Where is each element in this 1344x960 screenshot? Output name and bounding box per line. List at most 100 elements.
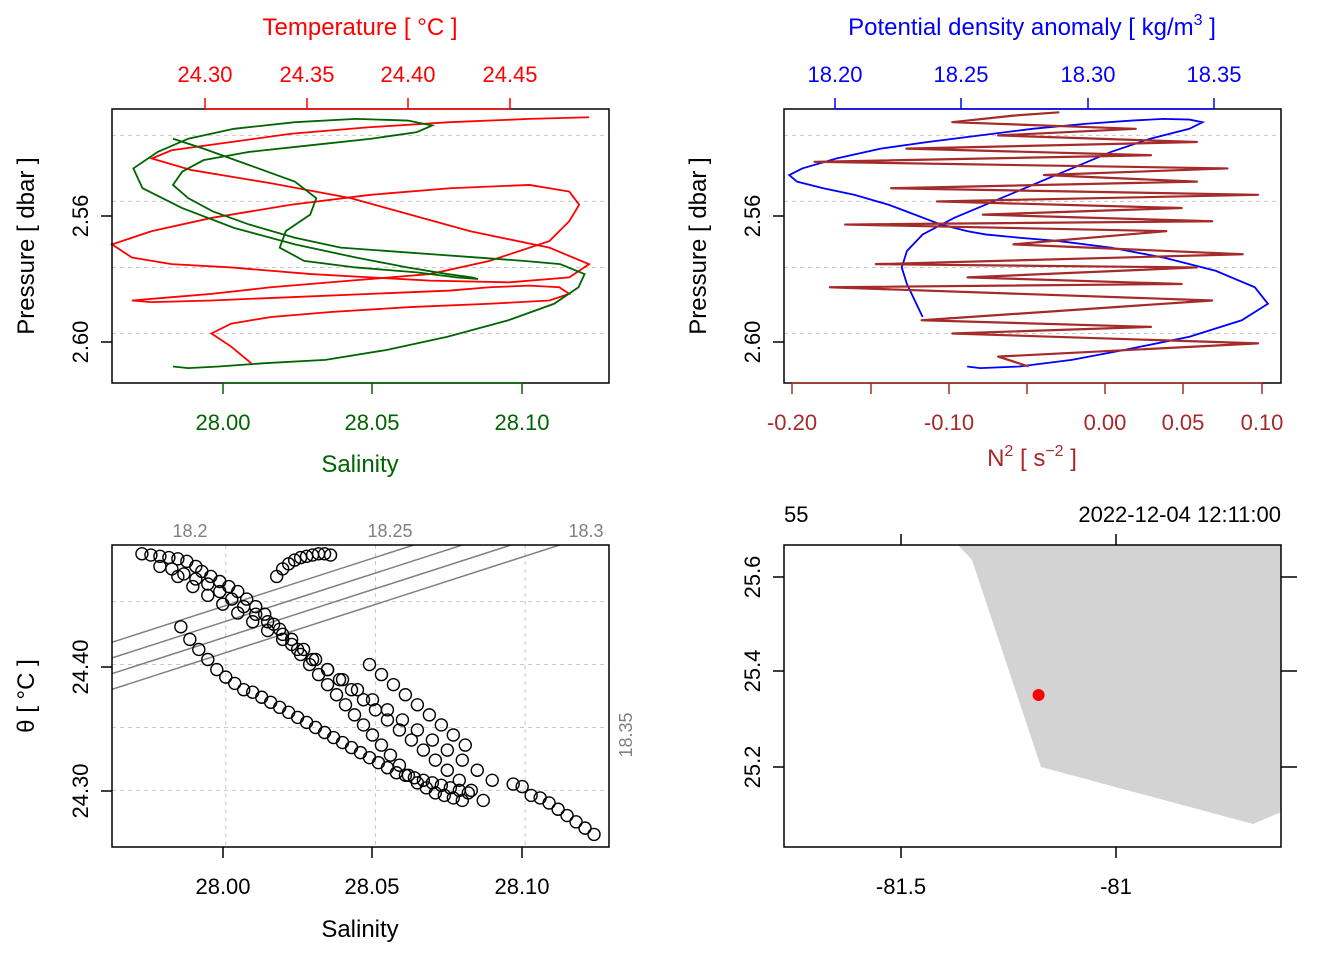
ts-point [335,672,350,687]
ts-point [416,743,431,757]
ts-point [320,662,335,677]
ts-point [323,548,338,562]
salinity-line [132,118,586,370]
ts-point [308,652,323,667]
ts-point [410,698,425,712]
ts-point [287,553,302,567]
ts-point [213,584,227,599]
ts-point [440,763,455,777]
temperature-series [109,116,592,364]
ts-point [410,723,425,737]
pressure-tick-label: 2.56 [740,195,765,238]
ts-point [305,652,320,667]
density-tick-label: 18.30 [1060,62,1115,87]
ts-point [428,753,443,767]
ts-point [407,771,422,785]
ts-point [440,743,455,757]
ts-point [225,592,239,606]
salinity-tick-label: 28.00 [195,874,250,899]
ts-point [404,733,419,747]
pressure-tick-label: 2.56 [68,195,93,238]
ts-point [260,615,275,629]
n2-tick-label: 0.00 [1084,410,1127,435]
ts-point [578,821,592,835]
ts-point [398,688,413,702]
longitude-tick-label: -81 [1100,874,1132,899]
ts-point [356,718,371,732]
ts-point [365,728,380,742]
ts-point [587,827,601,842]
isopycnal-label: 18.2 [172,521,207,541]
isopycnal-label: 18.25 [367,521,412,541]
n2-axis-title: N2 [ s−2 ] [987,443,1077,472]
ts-point [506,777,520,791]
ts-point [476,793,490,808]
ts-point [461,786,475,800]
ts-point [542,796,556,810]
ts-point [383,748,398,762]
ts-point [201,588,215,603]
map-frame [783,544,1282,848]
density-tick-label: 18.35 [1186,62,1241,87]
ts-diagram-frame [111,544,610,848]
ts-salinity-axis [222,847,523,858]
ts-point [368,703,383,717]
map-top-ticks [900,534,1117,545]
ts-point [434,718,449,732]
ts-point [174,620,188,634]
ts-point [284,632,299,647]
n2-line [813,111,1260,368]
longitude-axis [900,847,1117,858]
salinity-series [132,118,586,370]
ts-point [326,730,341,745]
isopycnal-line [112,545,465,659]
ts-point [392,723,407,737]
ts-point [365,693,380,707]
ts-point [344,740,359,755]
station-time: 2022-12-04 12:11:00 [1078,502,1281,527]
salinity-tick-label: 28.00 [195,410,250,435]
isopycnal-label: 18.35 [616,712,636,757]
ts-point [350,683,365,697]
ts-point [135,547,149,561]
ts-point [332,672,347,687]
n2-axis [791,382,1263,394]
theta-tick-label: 24.30 [68,763,93,818]
ts-profile-panel: Temperature [ °C ] 24.30 24.35 24.40 24.… [13,14,610,478]
ts-point [353,745,368,760]
ts-point [560,808,574,823]
salinity-tick-label: 28.10 [494,874,549,899]
ts-profile-gridlines [112,134,609,334]
ts-point [219,670,233,684]
density-axis [834,98,1215,110]
ts-diagram-panel: 18.2 18.25 18.3 18.35 24.30 24.40 θ [ °C… [13,521,636,943]
ts-point [470,763,484,777]
ts-point [374,667,389,682]
station-label: 55 [784,502,808,527]
ts-point [246,615,260,629]
ts-point [425,733,440,747]
ts-point [335,735,350,750]
ts-point [356,693,371,707]
ts-point [249,607,263,621]
ts-point [290,710,305,725]
salinity-axis [222,382,523,394]
salinity-axis-title: Salinity [321,916,398,943]
density-axis-title: Potential density anomaly [ kg/m3 ] [848,12,1216,41]
ts-point [422,708,437,722]
n2-tick-label: -0.10 [924,410,974,435]
ts-point [240,592,254,606]
isopycnal-line [112,545,514,675]
ts-point [569,815,583,829]
coastline-land [958,545,1281,824]
ts-point [201,577,215,591]
ts-point [183,632,197,647]
ts-point [210,662,224,677]
ts-diagram-gridlines [112,545,609,847]
ts-point [254,690,269,704]
ts-point [371,755,386,770]
density-tick-label: 18.25 [933,62,988,87]
temperature-tick-label: 24.45 [482,62,537,87]
ts-point [192,642,206,657]
ts-point [515,779,529,794]
